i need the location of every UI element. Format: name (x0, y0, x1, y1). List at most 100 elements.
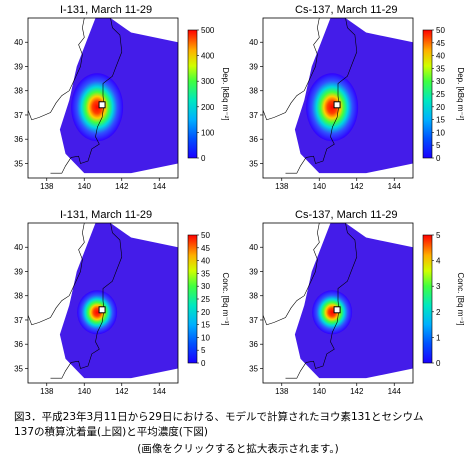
colorbar-tick-label: 30 (201, 282, 210, 291)
colorbar-unit-label: Conc. [Bq m⁻³] (221, 272, 230, 325)
map-plot: 138 140 142 144 35 36 37 38 39 40 0 5 10 15 20 25 30 35 40… (249, 17, 465, 191)
colorbar-tick-label: 0 (436, 154, 441, 163)
y-tick-label: 39 (14, 62, 23, 71)
colorbar (187, 29, 198, 159)
colorbar-tick-label: 400 (201, 52, 215, 61)
colorbar-tick-label: 300 (201, 77, 215, 86)
y-tick-label: 36 (249, 340, 258, 349)
y-tick-label: 37 (249, 316, 258, 325)
x-tick-label: 140 (78, 182, 92, 191)
y-tick-label: 37 (249, 111, 258, 120)
colorbar-tick-label: 25 (436, 90, 445, 99)
colorbar-tick-label: 35 (201, 269, 210, 278)
colorbar-tick-label: 35 (436, 64, 445, 73)
y-tick-label: 35 (14, 159, 23, 168)
colorbar-tick-label: 5 (201, 346, 206, 355)
y-tick-label: 35 (14, 364, 23, 373)
x-tick-label: 142 (115, 182, 129, 191)
caption-click-hint: (画像をクリックすると拡大表示されます。) (137, 443, 339, 455)
y-tick-label: 38 (249, 87, 258, 96)
fukushima-site-marker (98, 306, 106, 314)
colorbar-tick-label: 45 (201, 244, 210, 253)
panel-title: Cs-137, March 11-29 (295, 4, 398, 16)
colorbar-unit-label: Conc. [Bq m⁻³] (456, 272, 465, 325)
figure-caption: 図3．平成23年3月11日から29日における、モデルで計算されたヨウ素131とセ… (14, 410, 462, 457)
colorbar-tick-label: 0 (201, 359, 206, 368)
x-tick-label: 140 (313, 387, 327, 396)
x-tick-label: 144 (153, 182, 167, 191)
y-tick-label: 38 (249, 292, 258, 301)
colorbar-tick-label: 2 (436, 308, 441, 317)
y-tick-label: 36 (14, 340, 23, 349)
map-panel-cs137-concentration[interactable]: Cs-137, March 11-29 138 140 142 144 35 36 37 38 3… (235, 205, 470, 410)
plume-hotspot (306, 73, 359, 142)
y-tick-label: 40 (249, 243, 258, 252)
map-panel-i131-deposition[interactable]: I-131, March 11-29 138 140 142 144 35 36 37 38 39… (0, 0, 235, 205)
colorbar-tick-label: 20 (201, 308, 210, 317)
y-tick-label: 39 (249, 62, 258, 71)
fukushima-site-marker (98, 101, 106, 109)
colorbar-tick-label: 40 (436, 52, 445, 61)
colorbar-unit-label: Dep. [kBq m⁻²] (221, 67, 230, 120)
map-plot: 138 140 142 1443536373839400100200300400500… (14, 17, 230, 191)
y-tick-label: 40 (14, 243, 23, 252)
panel-title: Cs-137, March 11-29 (295, 209, 398, 221)
coastline-east (285, 223, 358, 379)
y-tick-label: 35 (249, 364, 258, 373)
colorbar-tick-label: 500 (201, 26, 215, 35)
coastline-east (50, 223, 123, 379)
plume-envelope (294, 223, 413, 379)
x-tick-label: 138 (275, 182, 289, 191)
x-tick-label: 138 (40, 387, 54, 396)
map-panel-i131-concentration[interactable]: I-131, March 11-29 138 140 142 144 35 36 37 38 39… (0, 205, 235, 410)
caption-line-2: 137の積算沈着量(上図)と平均濃度(下図) (14, 426, 208, 438)
x-tick-label: 144 (388, 387, 402, 396)
x-tick-label: 142 (115, 387, 129, 396)
coastline-west (28, 223, 85, 326)
colorbar-tick-label: 30 (436, 77, 445, 86)
map-plot: 138 140 142 144 35 36 37 38 39 40 0 5 10 15 20 25 30 35 40… (14, 222, 230, 396)
x-tick-label: 142 (350, 387, 364, 396)
colorbar-tick-label: 5 (436, 231, 441, 240)
colorbar-tick-label: 25 (201, 295, 210, 304)
colorbar-tick-label: 50 (201, 231, 210, 240)
plume-envelope (59, 223, 178, 379)
y-tick-label: 36 (249, 135, 258, 144)
colorbar (422, 234, 433, 364)
colorbar-tick-label: 15 (436, 116, 445, 125)
panel-title: I-131, March 11-29 (60, 4, 153, 16)
colorbar-tick-label: 40 (201, 257, 210, 266)
caption-line-1: 図3．平成23年3月11日から29日における、モデルで計算されたヨウ素131とセ… (14, 411, 424, 423)
colorbar-tick-label: 10 (436, 128, 445, 137)
plume-hotspot (312, 290, 353, 335)
y-tick-label: 40 (249, 38, 258, 47)
colorbar-tick-label: 5 (436, 141, 441, 150)
colorbar-tick-label: 1 (436, 333, 441, 342)
colorbar-tick-label: 3 (436, 282, 441, 291)
x-tick-label: 140 (78, 387, 92, 396)
x-tick-label: 138 (40, 182, 54, 191)
colorbar (422, 29, 433, 159)
colorbar-tick-label: 20 (436, 103, 445, 112)
colorbar-tick-label: 200 (201, 103, 215, 112)
coastline-west (263, 223, 320, 326)
colorbar-tick-label: 100 (201, 128, 215, 137)
x-tick-label: 142 (350, 182, 364, 191)
colorbar (187, 234, 198, 364)
plume-hotspot (77, 290, 118, 335)
coastline-east (50, 18, 123, 174)
y-tick-label: 37 (14, 316, 23, 325)
figure-grid[interactable]: I-131, March 11-29 138 140 142 144 35 36 37 38 39… (0, 0, 470, 410)
x-tick-label: 140 (313, 182, 327, 191)
colorbar-tick-label: 10 (201, 333, 210, 342)
y-tick-label: 37 (14, 111, 23, 120)
colorbar-tick-label: 0 (201, 154, 206, 163)
y-tick-label: 38 (14, 87, 23, 96)
colorbar-tick-label: 15 (201, 321, 210, 330)
coastline-east (285, 18, 358, 174)
plume-hotspot (71, 73, 124, 142)
colorbar-unit-label: Dep. [kBq m⁻²] (456, 67, 465, 120)
map-panel-cs137-deposition[interactable]: Cs-137, March 11-29 138 140 142 144 35 36 37 38 3… (235, 0, 470, 205)
y-tick-label: 36 (14, 135, 23, 144)
colorbar-tick-label: 50 (436, 26, 445, 35)
